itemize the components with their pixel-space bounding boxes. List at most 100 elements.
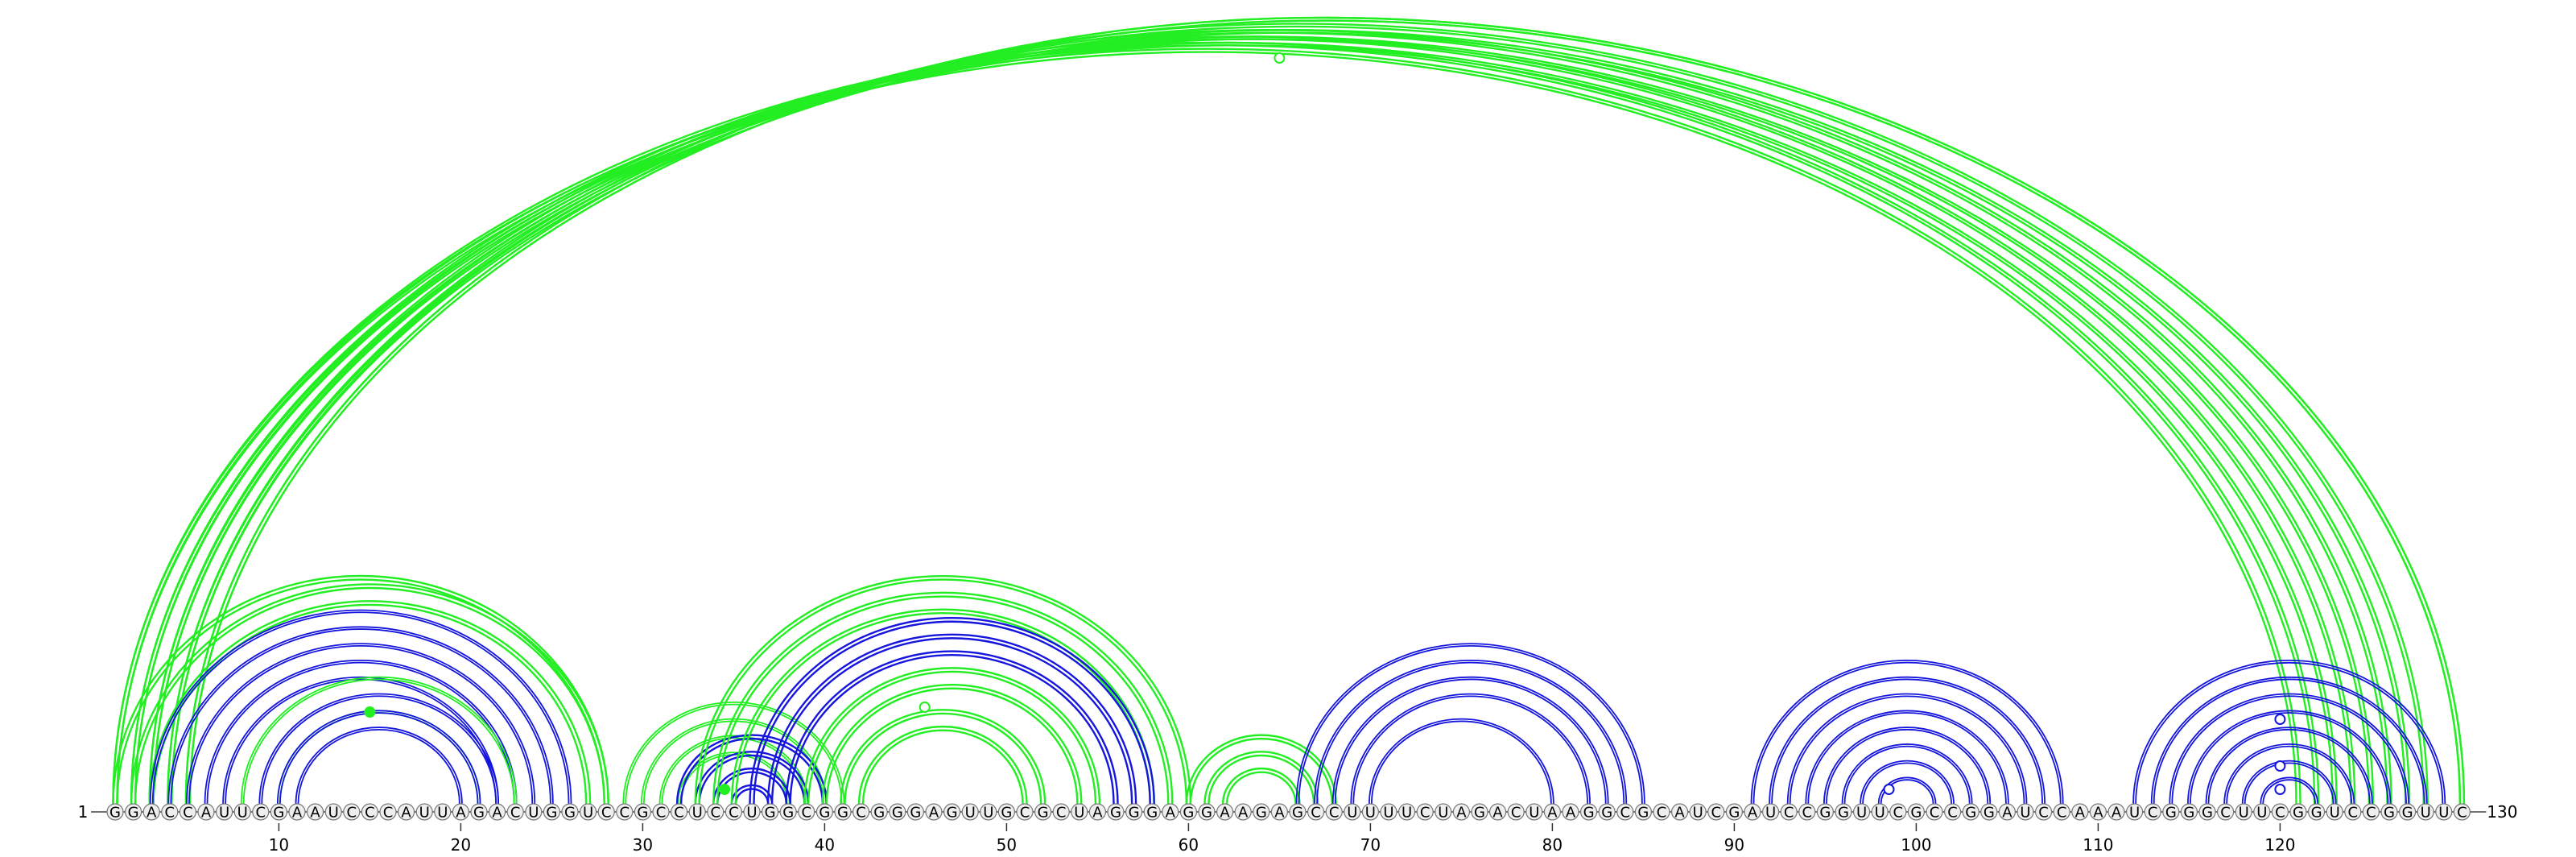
nucleotide-113: C [2144, 803, 2161, 822]
nucleotide-letter: U [746, 805, 757, 822]
nucleotide-letter: A [1238, 805, 1249, 822]
nucleotide-circle [743, 803, 761, 821]
nucleotide-letter: G [947, 805, 958, 822]
nucleotide-circle [1689, 803, 1707, 821]
base-pair-arc-115-126 [2187, 710, 2392, 805]
nucleotide-32: C [670, 803, 688, 822]
base-pair-arc-115-126 [2190, 712, 2389, 805]
nucleotide-circle [1216, 803, 1234, 821]
nucleotide-circle [324, 803, 342, 821]
nucleotide-letter: U [237, 805, 248, 822]
nucleotide-116: G [2198, 803, 2216, 822]
base-pair-arc-67-84 [1314, 660, 1628, 805]
nucleotide-circle [1361, 803, 1380, 821]
nucleotide-letter: C [2457, 805, 2467, 822]
nucleotide-circle [2308, 803, 2326, 821]
nucleotide-91: A [1744, 803, 1761, 822]
nucleotide-89: C [1707, 803, 1725, 822]
nucleotide-letter: C [856, 805, 866, 822]
base-pair-arc-35-58 [730, 608, 1155, 805]
base-pair-arc-112-129 [2132, 660, 2446, 805]
nucleotide-circle [579, 803, 597, 821]
nucleotide-letter: C [2348, 805, 2359, 822]
base-pair-arc-91-108 [1750, 660, 2064, 805]
base-pair-arc-97-102 [1862, 762, 1952, 805]
nucleotide-letter: A [1220, 805, 1230, 822]
nucleotide-letter: G [128, 805, 139, 822]
nucleotide-letter: C [1620, 805, 1631, 822]
arc-marker-6 [2274, 760, 2286, 772]
nucleotide-letter: G [873, 805, 885, 822]
nucleotide-circle [815, 803, 834, 821]
tick-label-110: 110 [2083, 835, 2113, 855]
nucleotide-circle [2326, 803, 2343, 821]
nucleotide-circle [233, 803, 251, 821]
nucleotide-letter: U [328, 805, 339, 822]
nucleotide-23: C [506, 803, 524, 822]
nucleotide-letter: C [1784, 805, 1794, 822]
nucleotide-letter: G [1637, 805, 1649, 822]
nucleotide-circle [798, 803, 815, 821]
nucleotide-letter: C [1657, 805, 1667, 822]
base-pair-arc-10-21 [277, 710, 481, 805]
nucleotide-93: C [1780, 803, 1798, 822]
nucleotide-letter: G [1129, 805, 1140, 822]
nucleotide-34: C [707, 803, 724, 822]
base-pair-arc-4-127 [167, 29, 2411, 805]
nucleotide-letter: C [601, 805, 612, 822]
tick-layer: 10 20 30 40 50 60 70 80 90 100 110 120 [269, 823, 2295, 855]
nucleotide-60: G [1179, 803, 1198, 822]
nucleotide-letter: G [637, 805, 648, 822]
nucleotide-letter: C [183, 805, 193, 822]
base-pair-arc-2-123 [130, 41, 2338, 805]
nucleotide-circle [2198, 803, 2216, 821]
nucleotide-letter: G [1292, 805, 1303, 822]
base-pair-arc-29-41 [622, 702, 845, 805]
nucleotide-5: C [179, 803, 196, 822]
nucleotide-circle [415, 803, 433, 821]
nucleotide-72: U [1397, 803, 1416, 822]
sequence-end-label: 130 [2487, 802, 2517, 822]
nucleotide-circle [216, 803, 233, 821]
base-pair-arc-42-51 [857, 726, 1028, 805]
nucleotide-circle [307, 803, 324, 821]
nucleotide-79: U [1525, 803, 1543, 822]
nucleotide-circle [707, 803, 724, 821]
nucleotide-letter: G [1583, 805, 1595, 822]
nucleotide-letter: G [1183, 805, 1194, 822]
nucleotide-78: C [1507, 803, 1525, 822]
base-pair-arc-32-40 [675, 734, 828, 805]
nucleotide-circle [543, 803, 561, 821]
nucleotide-8: U [233, 803, 251, 822]
nucleotide-letter: C [1947, 805, 1958, 822]
nucleotide-letter: C [1311, 805, 1321, 822]
nucleotide-letter: G [1256, 805, 1267, 822]
nucleotide-letter: G [892, 805, 903, 822]
nucleotide-circle [561, 803, 579, 821]
nucleotide-circle [2253, 803, 2271, 821]
nucleotide-circle [1889, 803, 1907, 821]
base-pair-arc-68-83 [1331, 676, 1609, 805]
nucleotide-115: G [2180, 803, 2198, 822]
nucleotide-circle [1380, 803, 1397, 821]
nucleotide-letter: U [2129, 805, 2140, 822]
nucleotide-circle [1762, 803, 1780, 821]
nucleotide-letter: U [528, 805, 539, 822]
nucleotide-letter: C [2038, 805, 2049, 822]
base-pair-arc-37-57 [770, 637, 1133, 805]
nucleotide-letter: A [1492, 805, 1503, 822]
base-pair-arc-36-58 [753, 620, 1151, 805]
base-pair-arc-118-123 [2244, 762, 2334, 805]
nucleotide-circle [1125, 803, 1143, 821]
nucleotide-letter: G [1601, 805, 1612, 822]
nucleotide-56: G [1107, 803, 1125, 822]
nucleotide-circle [506, 803, 524, 821]
nucleotide-circle [1744, 803, 1761, 821]
nucleotide-circle [2417, 803, 2434, 821]
nucleotide-letter: A [1456, 805, 1467, 822]
nucleotide-67: C [1307, 803, 1325, 822]
nucleotide-circle [1234, 803, 1252, 821]
base-pair-arc-2-28 [130, 583, 609, 805]
nucleotide-letter: G [1819, 805, 1831, 822]
nucleotide-letter: G [910, 805, 921, 822]
